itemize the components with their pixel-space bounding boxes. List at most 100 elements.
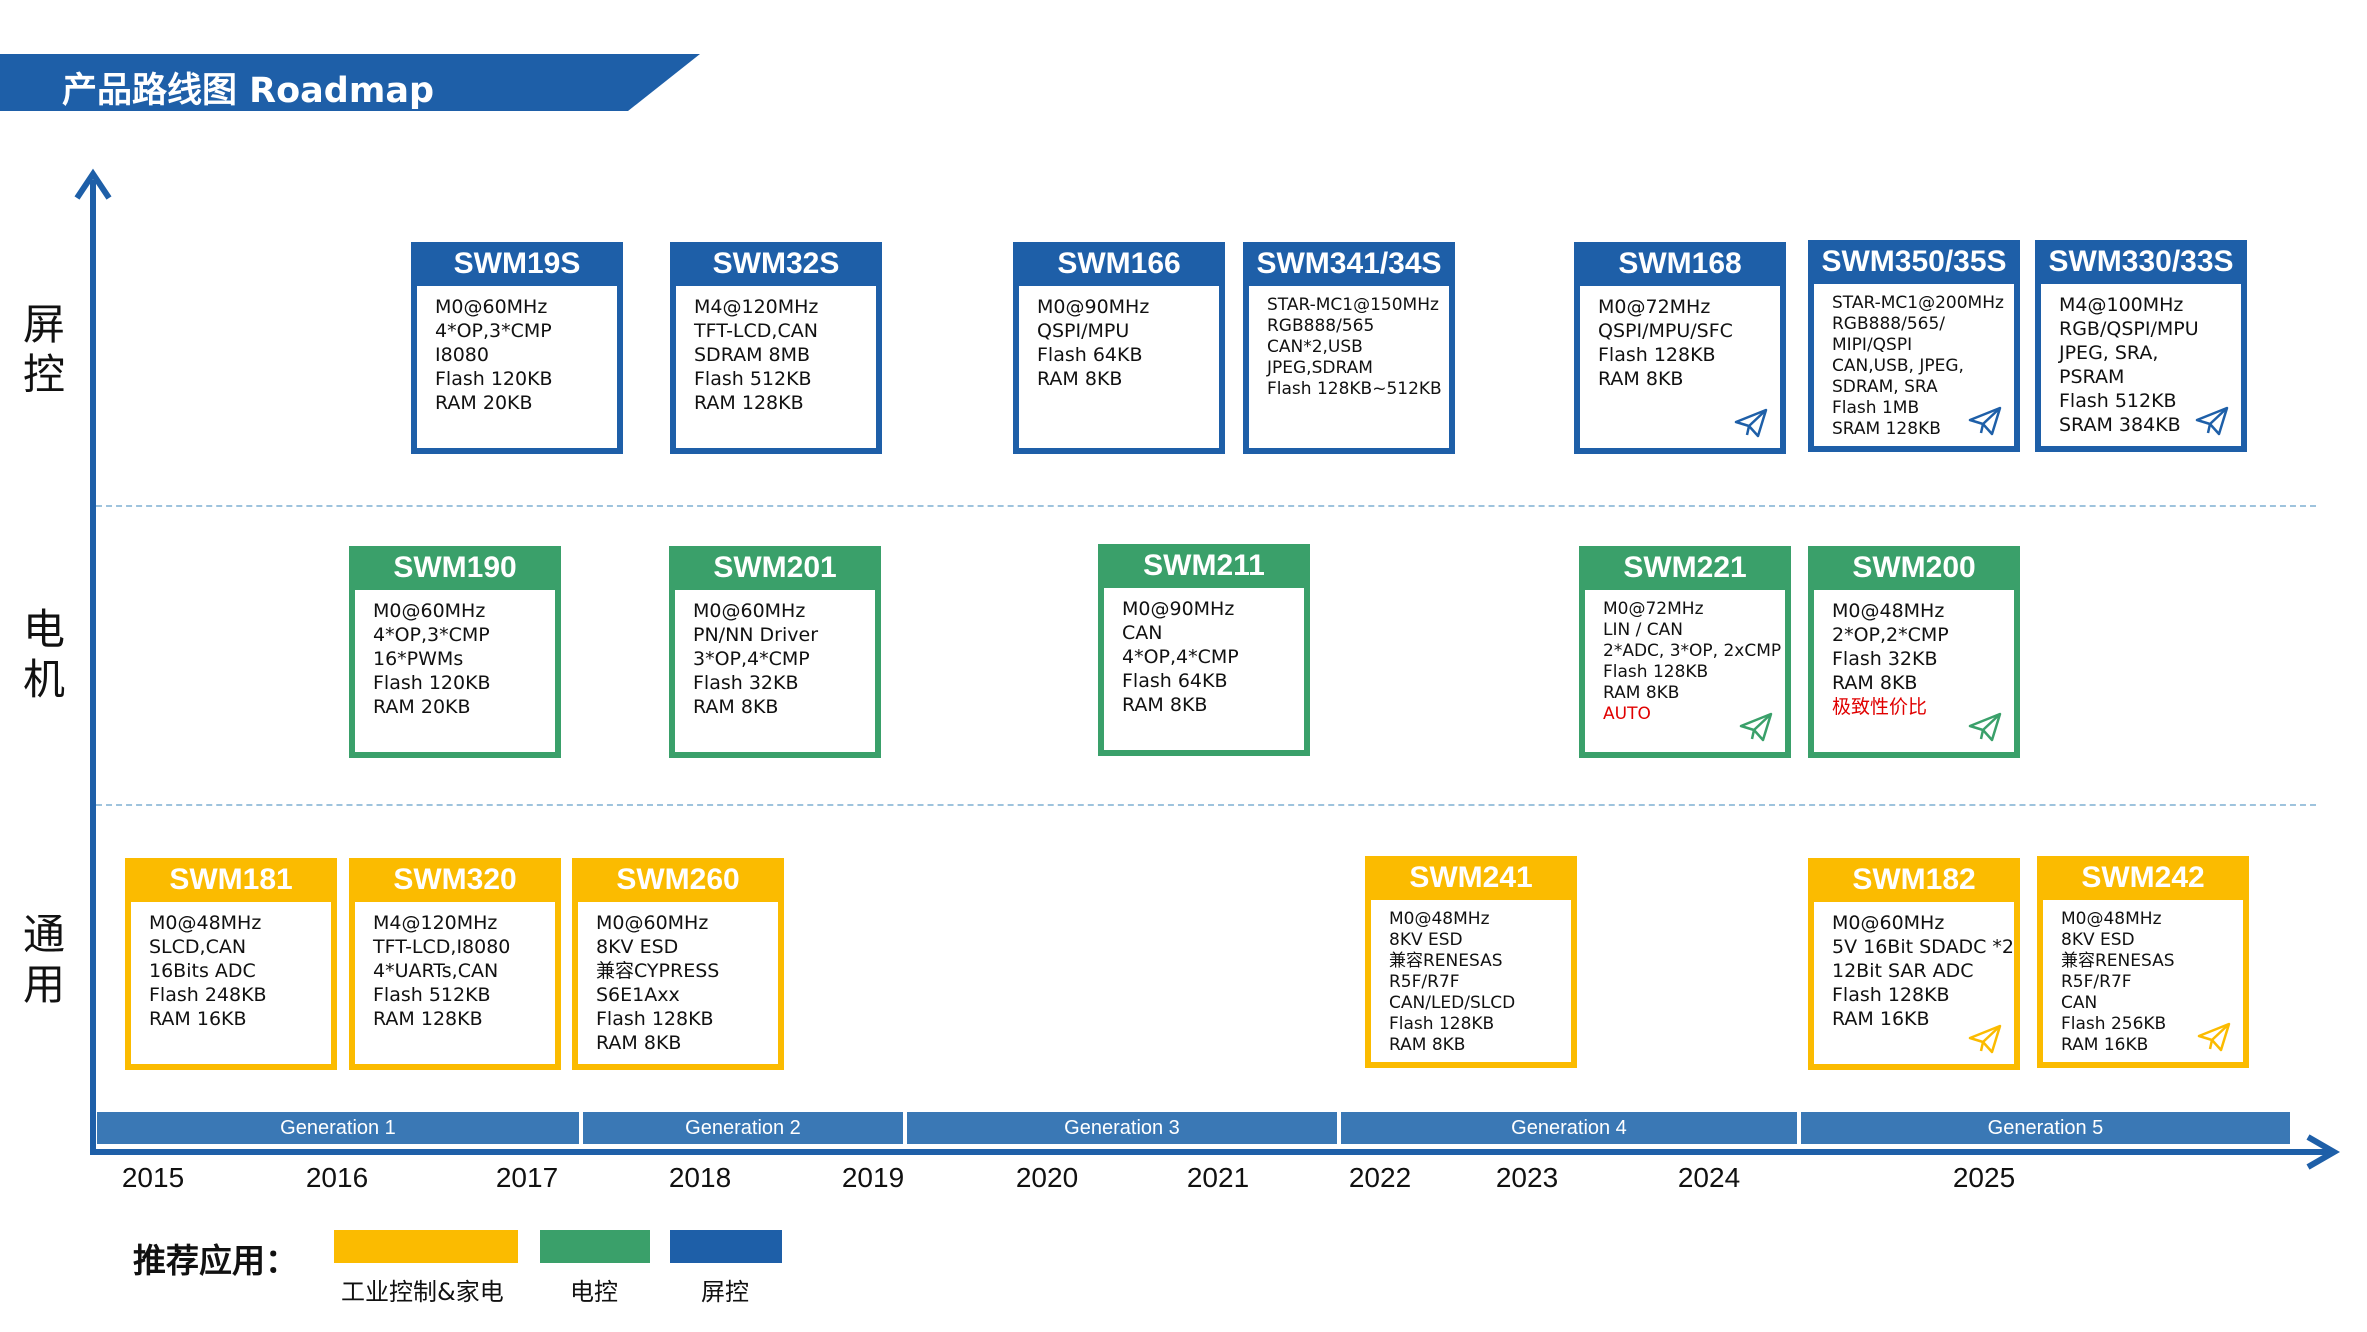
spec-line: Flash 120KB — [373, 672, 491, 694]
spec-line: Flash 512KB — [2059, 390, 2177, 412]
card-title: SWM350/35S — [1821, 245, 2007, 278]
card-title: SWM221 — [1623, 551, 1747, 584]
spec-line: SRAM 128KB — [1832, 419, 1941, 439]
spec-line: RAM 8KB — [1122, 694, 1208, 716]
spec-line: M0@72MHz — [1603, 599, 1704, 619]
spec-line: M0@60MHz — [435, 296, 548, 318]
spec-line: R5F/R7F — [2061, 972, 2132, 992]
product-card-swm260: SWM260 M0@60MHz 8KV ESD 兼容CYPRESS S6E1Axx Fla… — [572, 858, 784, 1070]
spec-line: 12Bit SAR ADC — [1832, 960, 1974, 982]
spec-line: RAM 8KB — [596, 1032, 682, 1054]
product-card-swm181: SWM181 M0@48MHz SLCD,CAN 16Bits ADC Flash 24… — [125, 858, 337, 1070]
legend-swatch-motor — [540, 1230, 650, 1263]
spec-line: 兼容CYPRESS — [596, 960, 720, 982]
spec-line: M4@100MHz — [2059, 294, 2184, 316]
spec-line: 8KV ESD — [2061, 930, 2135, 950]
spec-line: M0@60MHz — [373, 600, 486, 622]
spec-line: M0@48MHz — [149, 912, 262, 934]
spec-line: Flash 128KB — [596, 1008, 714, 1030]
x-axis-arrow-icon — [2306, 1134, 2340, 1170]
generation-5-bar: Generation 5 — [1801, 1112, 2290, 1144]
year-label: 2019 — [841, 1162, 905, 1193]
spec-line: R5F/R7F — [1389, 972, 1460, 992]
product-card-swm350: SWM350/35S STAR-MC1@200MHz RGB888/565/MIPI… — [1808, 240, 2020, 452]
spec-line: Flash 120KB — [435, 368, 553, 390]
product-card-swm19s: SWM19S M0@60MHz 4*OP,3*CMP I8080 Flash 120KB… — [411, 242, 623, 454]
x-axis — [90, 1149, 2335, 1155]
spec-line: 2*OP,2*CMP — [1832, 624, 1949, 646]
y-axis — [90, 180, 96, 1155]
category-general: 通用 — [22, 910, 65, 1009]
generation-4-bar: Generation 4 — [1341, 1112, 1797, 1144]
year-label: 2017 — [495, 1162, 559, 1193]
spec-line: 2*ADC, 3*OP, 2xCMP — [1603, 641, 1782, 661]
spec-line: JPEG, SRA, — [2059, 342, 2159, 364]
spec-line: JPEG,SDRAM — [1267, 358, 1373, 378]
product-card-swm211: SWM211 M0@90MHz CAN 4*OP,4*CMP Flash 64KB RAM… — [1098, 544, 1310, 756]
spec-line: CAN/LED/SLCD — [1389, 993, 1516, 1013]
paper-plane-icon — [1739, 712, 1773, 742]
spec-line: 兼容RENESAS — [1389, 951, 1503, 971]
spec-line: RGB888/565 — [1267, 316, 1375, 336]
card-body: M0@72MHz QSPI/MPU/SFC Flash 128KB RAM 8KB — [1580, 286, 1780, 448]
generation-1-bar: Generation 1 — [97, 1112, 579, 1144]
spec-line: Flash 256KB — [2061, 1014, 2167, 1034]
product-card-swm200: SWM200 M0@48MHz 2*OP,2*CMP Flash 32KB RAM 8K… — [1808, 546, 2020, 758]
spec-line: M4@120MHz — [373, 912, 498, 934]
card-title: SWM182 — [1852, 863, 1976, 896]
spec-line: TFT-LCD,CAN — [694, 320, 818, 342]
page-title: 产品路线图 Roadmap — [62, 71, 434, 111]
y-axis-arrow-icon — [74, 168, 112, 200]
spec-line: M0@90MHz — [1122, 598, 1235, 620]
product-card-swm330: SWM330/33S M4@100MHz RGB/QSPI/MPU JPEG, SRA… — [2035, 240, 2247, 452]
year-label: 2022 — [1348, 1162, 1412, 1193]
card-body: M0@48MHz 8KV ESD 兼容RENESAS R5F/R7F CAN Flash … — [2043, 900, 2243, 1062]
year-label: 2024 — [1677, 1162, 1741, 1193]
spec-line: Flash 248KB — [149, 984, 267, 1006]
paper-plane-icon — [2197, 1022, 2231, 1052]
spec-note: AUTO — [1603, 704, 1651, 724]
spec-line: QSPI/MPU/SFC — [1598, 320, 1733, 342]
spec-line: 3*OP,4*CMP — [693, 648, 810, 670]
spec-line: Flash 32KB — [1832, 648, 1938, 670]
product-card-swm168: SWM168 M0@72MHz QSPI/MPU/SFC Flash 128KB RAM… — [1574, 242, 1786, 454]
card-body: M0@48MHz 2*OP,2*CMP Flash 32KB RAM 8KB 极致性价比 — [1814, 590, 2014, 752]
spec-line: RAM 16KB — [1832, 1008, 1930, 1030]
card-body: M4@120MHz TFT-LCD,CAN SDRAM 8MB Flash 512KB… — [676, 286, 876, 448]
card-title: SWM32S — [712, 247, 840, 280]
spec-line: 8KV ESD — [1389, 930, 1463, 950]
product-card-swm190: SWM190 M0@60MHz 4*OP,3*CMP 16*PWMs Flash 120… — [349, 546, 561, 758]
card-title: SWM201 — [713, 551, 837, 584]
spec-line: RAM 20KB — [435, 392, 533, 414]
spec-line: RAM 8KB — [1598, 368, 1684, 390]
card-body: STAR-MC1@200MHz RGB888/565/MIPI/QSPI CAN,U… — [1814, 284, 2014, 446]
spec-line: CAN — [1122, 622, 1163, 644]
product-card-swm242: SWM242 M0@48MHz 8KV ESD 兼容RENESAS R5F/R7F CAN… — [2037, 856, 2249, 1068]
card-body: M0@60MHz 4*OP,3*CMP I8080 Flash 120KB RAM 20… — [417, 286, 617, 448]
spec-line: Flash 128KB — [1832, 984, 1950, 1006]
spec-line: PN/NN Driver — [693, 624, 819, 646]
spec-line: Flash 128KB — [1389, 1014, 1495, 1034]
paper-plane-icon — [1734, 408, 1768, 438]
spec-line: CAN — [2061, 993, 2098, 1013]
spec-line: 16*PWMs — [373, 648, 464, 670]
spec-line: MIPI/QSPI — [1832, 335, 1913, 355]
legend-swatch-display — [670, 1230, 782, 1263]
spec-line: RAM 8KB — [1832, 672, 1918, 694]
spec-line: Flash 512KB — [694, 368, 812, 390]
spec-line: RAM 16KB — [149, 1008, 247, 1030]
card-title: SWM168 — [1618, 247, 1742, 280]
spec-line: M4@120MHz — [694, 296, 819, 318]
spec-line: RAM 8KB — [1603, 683, 1680, 703]
spec-line: QSPI/MPU — [1037, 320, 1130, 342]
legend-label-motor: 电控 — [570, 1278, 618, 1306]
spec-line: CAN*2,USB — [1267, 337, 1363, 357]
spec-line: M0@48MHz — [1389, 909, 1490, 929]
generation-2-bar: Generation 2 — [583, 1112, 903, 1144]
category-display: 屏控 — [22, 300, 65, 399]
year-label: 2021 — [1186, 1162, 1250, 1193]
spec-line: RAM 8KB — [693, 696, 779, 718]
spec-line: Flash 64KB — [1122, 670, 1228, 692]
spec-line: M0@48MHz — [1832, 600, 1945, 622]
card-body: M0@60MHz 4*OP,3*CMP 16*PWMs Flash 120KB RAM … — [355, 590, 555, 752]
